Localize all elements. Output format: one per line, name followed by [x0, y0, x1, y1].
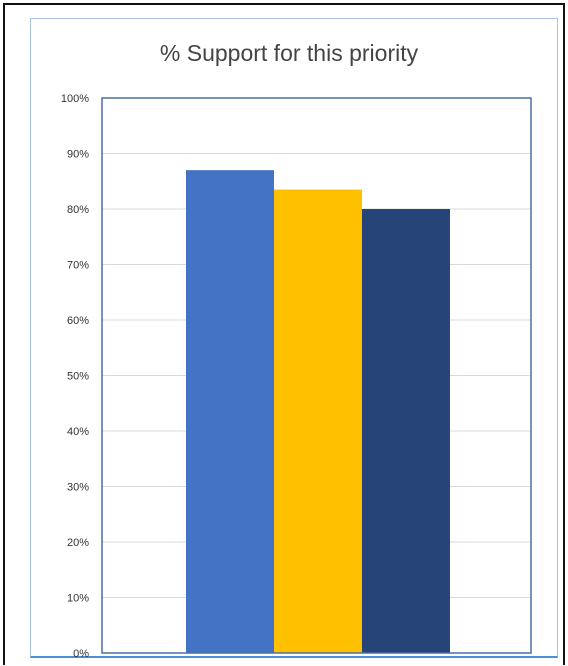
y-tick-label: 70%	[67, 260, 89, 272]
y-tick-label: 20%	[67, 537, 89, 549]
y-tick-label: 0%	[73, 648, 89, 660]
y-tick-label: 80%	[67, 204, 89, 216]
y-tick-label: 10%	[67, 593, 89, 605]
bars	[186, 170, 450, 653]
bar-2	[274, 189, 362, 653]
y-tick-label: 60%	[67, 315, 89, 327]
bar-3	[362, 209, 450, 653]
outer-frame	[3, 3, 565, 665]
plot-area-border	[101, 97, 532, 654]
y-tick-label: 30%	[67, 482, 89, 494]
y-tick-label: 100%	[61, 93, 89, 105]
bar-1	[186, 170, 274, 653]
y-tick-label: 90%	[67, 149, 89, 161]
chart-area-frame	[30, 18, 558, 658]
chart-title: % Support for this priority	[160, 40, 419, 66]
y-tick-label: 50%	[67, 371, 89, 383]
y-tick-label: 40%	[67, 426, 89, 438]
y-axis-tick-labels: 0% 10% 20% 30% 40% 50% 60% 70% 80% 90% 100%	[61, 93, 89, 660]
